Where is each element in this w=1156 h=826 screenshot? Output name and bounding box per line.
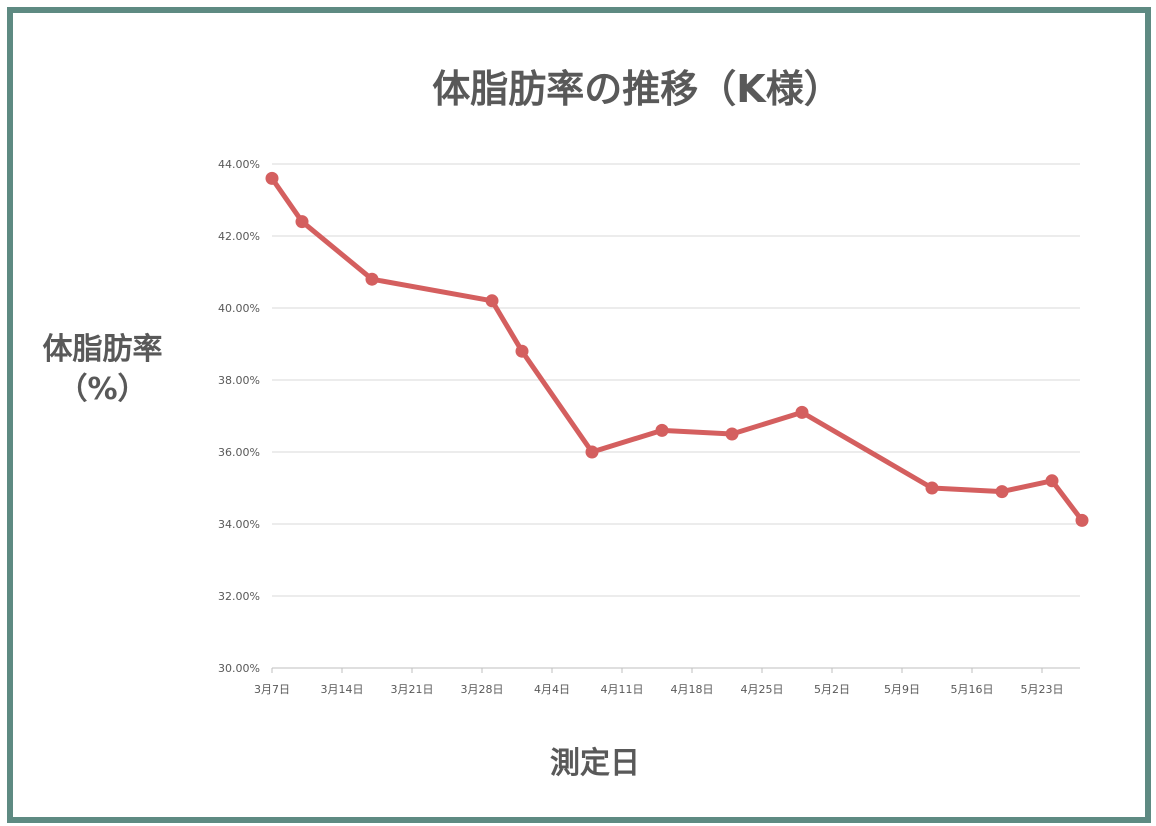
data-point — [585, 445, 599, 459]
x-tick-label: 3月14日 — [321, 683, 364, 696]
y-tick-label: 40.00% — [218, 302, 260, 315]
data-point — [925, 481, 939, 495]
y-axis-label-line2: （%） — [57, 372, 148, 407]
series-group — [265, 171, 1089, 527]
data-point — [265, 171, 279, 185]
y-tick-labels: 30.00% 32.00% 34.00% 36.00% 38.00% 40.00% 42.0… — [218, 158, 260, 675]
data-point — [295, 215, 309, 229]
x-axis — [271, 667, 1080, 673]
y-axis-label-line1: 体脂肪率 — [42, 332, 163, 367]
x-tick-label: 5月16日 — [951, 683, 994, 696]
x-axis-label: 測定日 — [550, 746, 640, 781]
series-line — [269, 175, 1085, 523]
data-point — [795, 405, 809, 419]
chart-frame — [7, 7, 1151, 823]
x-tick-label: 4月25日 — [741, 683, 784, 696]
y-tick-label: 38.00% — [218, 374, 260, 387]
y-tick-label: 30.00% — [218, 662, 260, 675]
y-tick-label: 42.00% — [218, 230, 260, 243]
x-tick-label: 4月4日 — [534, 683, 570, 696]
data-point — [485, 294, 499, 308]
chart-title: 体脂肪率の推移（K様） — [432, 67, 842, 111]
x-tick-label: 5月9日 — [884, 683, 920, 696]
data-point — [515, 344, 529, 358]
data-point — [1075, 513, 1089, 527]
y-tick-label: 36.00% — [218, 446, 260, 459]
y-tick-label: 44.00% — [218, 158, 260, 171]
x-tick-label: 5月2日 — [814, 683, 850, 696]
x-tick-label: 5月23日 — [1021, 683, 1064, 696]
x-tick-label: 3月28日 — [461, 683, 504, 696]
x-tick-label: 4月18日 — [671, 683, 714, 696]
y-tick-label: 34.00% — [218, 518, 260, 531]
x-tick-label: 3月7日 — [254, 683, 290, 696]
data-point — [655, 423, 669, 437]
grid-lines — [272, 163, 1080, 597]
x-tick-label: 3月21日 — [391, 683, 434, 696]
data-point — [725, 427, 739, 441]
x-tick-label: 4月11日 — [601, 683, 644, 696]
x-tick-labels: 3月7日 3月14日 3月21日 3月28日 4月4日 4月11日 4月18日 4月25日 5月… — [254, 683, 1064, 696]
data-point — [995, 485, 1009, 499]
y-tick-label: 32.00% — [218, 590, 260, 603]
data-point — [1045, 474, 1059, 488]
data-point — [365, 272, 379, 286]
y-axis-label: 体脂肪率 （%） — [25, 330, 180, 410]
